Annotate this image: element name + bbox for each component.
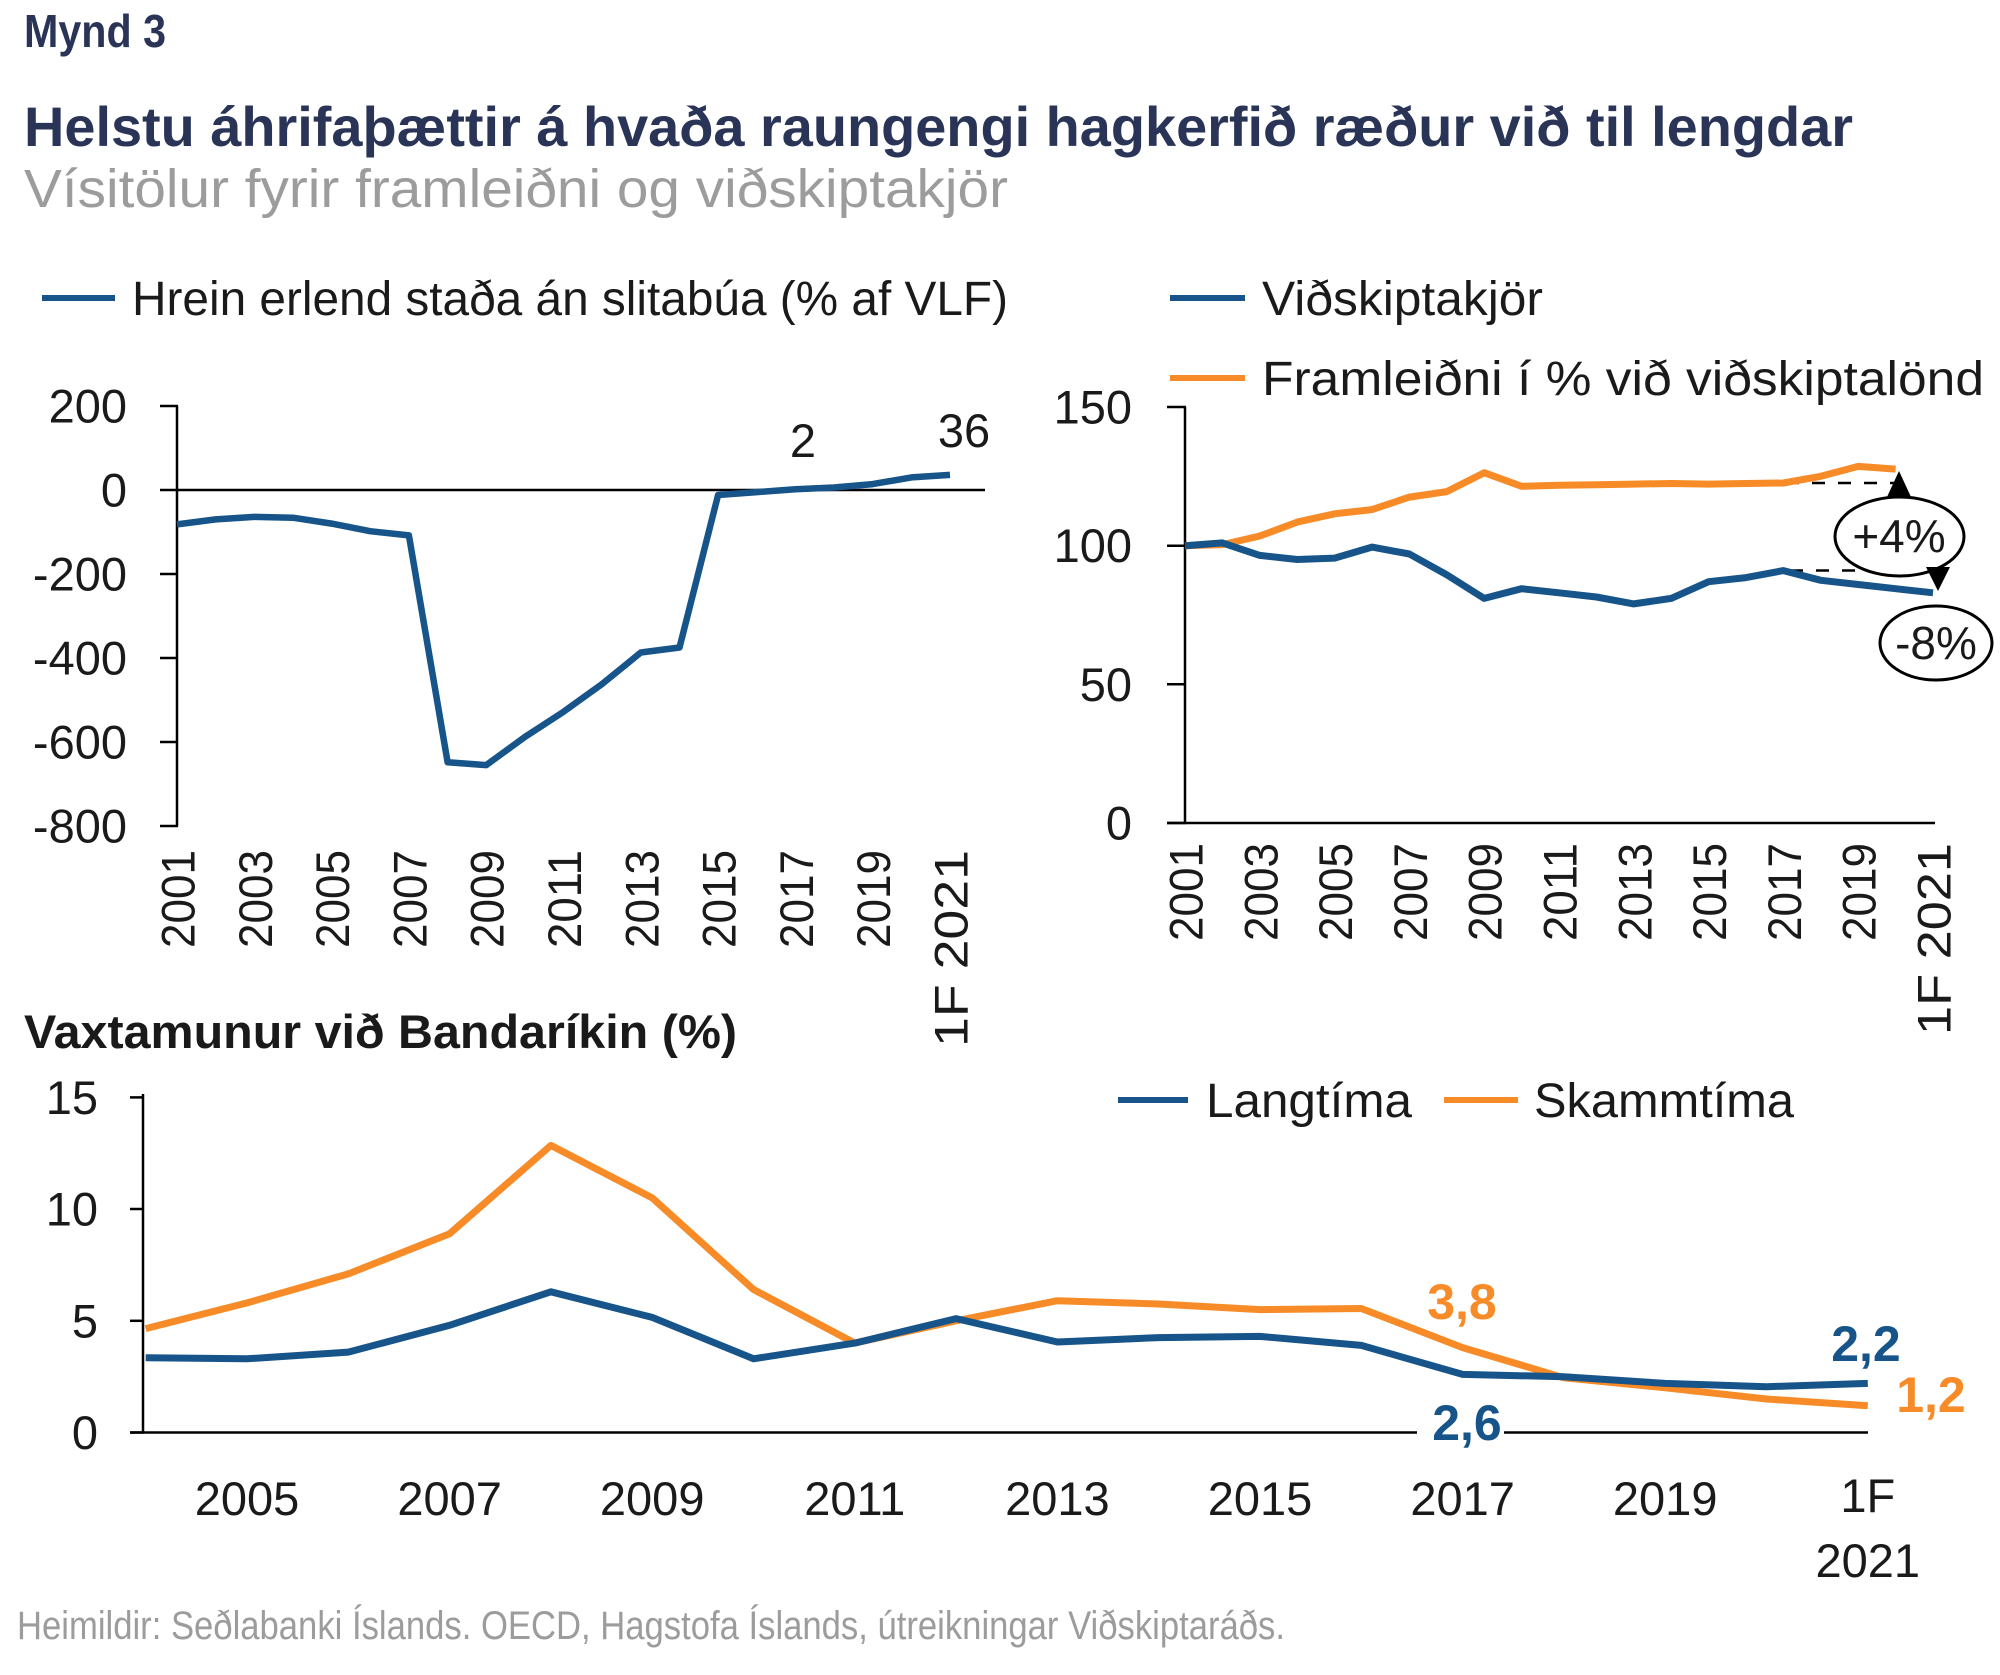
svg-text:Framleiðni í % við viðskiptalö: Framleiðni í % við viðskiptalönd xyxy=(1262,353,1984,406)
svg-text:-800: -800 xyxy=(33,800,127,853)
svg-text:2007: 2007 xyxy=(1384,843,1437,941)
svg-text:0: 0 xyxy=(1106,797,1132,850)
svg-text:5: 5 xyxy=(72,1294,98,1347)
svg-text:Vísitölur fyrir framleiðni og: Vísitölur fyrir framleiðni og viðskiptak… xyxy=(24,159,1008,219)
svg-text:2013: 2013 xyxy=(1608,843,1661,941)
svg-text:2019: 2019 xyxy=(1833,843,1886,941)
svg-text:200: 200 xyxy=(49,380,127,433)
svg-text:2005: 2005 xyxy=(306,850,359,948)
svg-text:Viðskiptakjör: Viðskiptakjör xyxy=(1262,273,1543,326)
svg-text:1F 2021: 1F 2021 xyxy=(1908,843,1961,1035)
svg-text:0: 0 xyxy=(101,464,127,517)
svg-text:2,2: 2,2 xyxy=(1831,1316,1901,1372)
svg-text:0: 0 xyxy=(72,1406,98,1459)
svg-text:2015: 2015 xyxy=(693,850,746,948)
svg-text:2015: 2015 xyxy=(1208,1472,1313,1525)
svg-text:1F: 1F xyxy=(1840,1469,1895,1522)
svg-text:Heimildir: Seðlabanki Íslands.: Heimildir: Seðlabanki Íslands. OECD, Hag… xyxy=(17,1603,1285,1648)
svg-text:2017: 2017 xyxy=(1758,843,1811,941)
svg-text:2015: 2015 xyxy=(1683,843,1736,941)
svg-text:2007: 2007 xyxy=(383,850,436,948)
svg-text:-600: -600 xyxy=(33,716,127,769)
svg-text:Vaxtamunur við Bandaríkin (%): Vaxtamunur við Bandaríkin (%) xyxy=(24,1005,737,1058)
svg-text:2001: 2001 xyxy=(152,850,205,948)
svg-text:2017: 2017 xyxy=(770,850,823,948)
svg-text:-400: -400 xyxy=(33,632,127,685)
svg-text:2017: 2017 xyxy=(1410,1472,1515,1525)
svg-text:2005: 2005 xyxy=(195,1472,300,1525)
svg-text:2011: 2011 xyxy=(538,850,591,948)
svg-text:-200: -200 xyxy=(33,548,127,601)
svg-text:2009: 2009 xyxy=(461,850,514,948)
svg-text:Langtíma: Langtíma xyxy=(1206,1075,1412,1128)
svg-text:2003: 2003 xyxy=(229,850,282,948)
svg-text:1F 2021: 1F 2021 xyxy=(925,850,978,1047)
svg-text:+4%: +4% xyxy=(1852,510,1945,562)
svg-text:15: 15 xyxy=(46,1071,98,1124)
svg-text:2011: 2011 xyxy=(1534,843,1587,941)
svg-text:2019: 2019 xyxy=(1613,1472,1718,1525)
svg-text:3,8: 3,8 xyxy=(1427,1274,1497,1330)
svg-text:2007: 2007 xyxy=(397,1472,502,1525)
svg-text:2013: 2013 xyxy=(1005,1472,1110,1525)
svg-text:100: 100 xyxy=(1054,519,1132,572)
svg-text:150: 150 xyxy=(1054,381,1132,434)
svg-text:2011: 2011 xyxy=(804,1472,905,1525)
svg-text:2009: 2009 xyxy=(600,1472,705,1525)
svg-text:-8%: -8% xyxy=(1895,617,1977,669)
svg-text:2013: 2013 xyxy=(615,850,668,948)
svg-text:Skammtíma: Skammtíma xyxy=(1534,1075,1794,1128)
svg-text:2,6: 2,6 xyxy=(1432,1395,1502,1451)
svg-text:1,2: 1,2 xyxy=(1896,1367,1966,1423)
svg-text:Mynd 3: Mynd 3 xyxy=(24,5,166,57)
svg-text:36: 36 xyxy=(938,404,990,457)
svg-text:50: 50 xyxy=(1080,658,1132,711)
svg-text:10: 10 xyxy=(46,1183,98,1236)
svg-text:2003: 2003 xyxy=(1234,843,1287,941)
svg-text:2005: 2005 xyxy=(1309,843,1362,941)
svg-text:2001: 2001 xyxy=(1160,843,1213,941)
svg-text:2021: 2021 xyxy=(1816,1534,1921,1587)
svg-text:2009: 2009 xyxy=(1459,843,1512,941)
svg-text:2: 2 xyxy=(790,414,816,467)
svg-text:Helstu áhrifaþættir á hvaða ra: Helstu áhrifaþættir á hvaða raungengi ha… xyxy=(24,95,1853,158)
svg-text:Hrein erlend staða án slitabúa: Hrein erlend staða án slitabúa (% af VLF… xyxy=(132,273,1008,326)
svg-text:2019: 2019 xyxy=(847,850,900,948)
